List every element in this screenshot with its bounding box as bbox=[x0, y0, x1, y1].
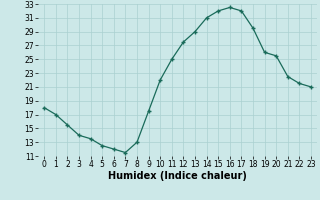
X-axis label: Humidex (Indice chaleur): Humidex (Indice chaleur) bbox=[108, 171, 247, 181]
